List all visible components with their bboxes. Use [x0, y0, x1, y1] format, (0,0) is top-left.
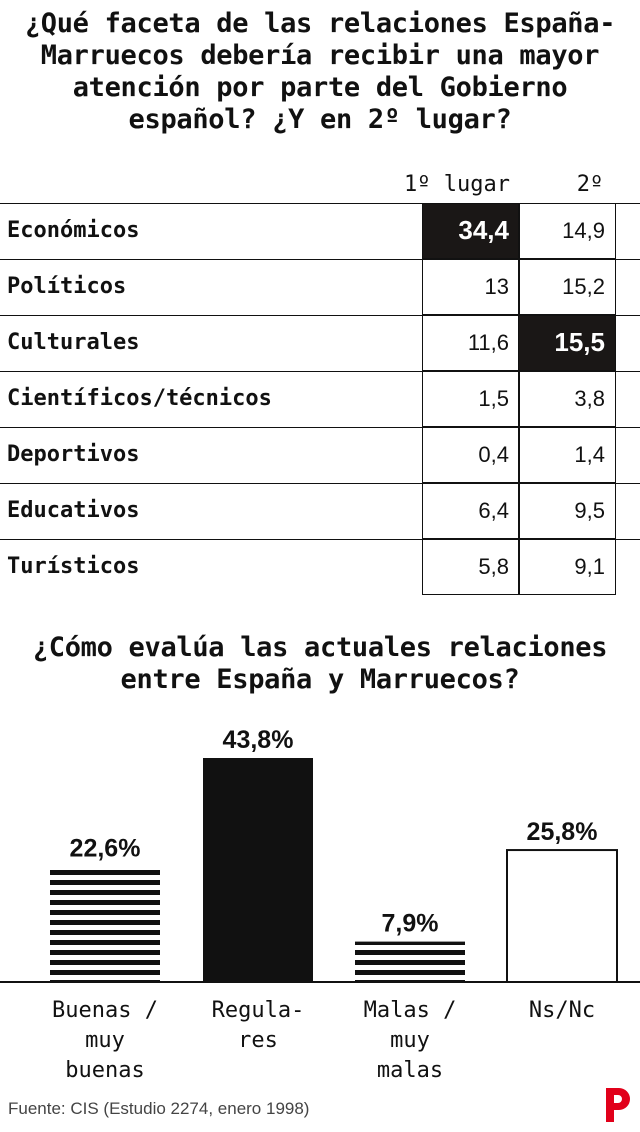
- cell-second-place: 1,4: [518, 427, 616, 483]
- cell-first-place: 0,4: [422, 427, 520, 483]
- table-title: ¿Qué faceta de las relaciones España-Mar…: [24, 8, 616, 135]
- category-label-line: muy: [390, 1028, 430, 1053]
- bar-1: [50, 866, 160, 982]
- category-label-line: res: [238, 1028, 278, 1053]
- cell-second-place: 15,2: [518, 259, 616, 315]
- row-label: Científicos/técnicos: [7, 386, 272, 411]
- category-label-line: Ns/Nc: [528, 998, 596, 1023]
- category-label-line: muy: [85, 1028, 125, 1053]
- category-label-line: Regula-: [211, 998, 305, 1023]
- category-label-line: buenas: [65, 1058, 145, 1083]
- cell-first-place: 6,4: [422, 483, 520, 539]
- category-label-line: Buenas /: [52, 998, 158, 1023]
- row-label: Culturales: [7, 330, 140, 355]
- bar-value-label: 7,9%: [382, 910, 439, 938]
- bar-value-label: 22,6%: [70, 834, 141, 862]
- category-label: Regula-res: [183, 996, 333, 1056]
- category-label: Ns/Nc: [487, 996, 637, 1026]
- bar-3: [355, 941, 465, 982]
- row-label: Deportivos: [7, 442, 140, 467]
- p-logo-icon: [606, 1088, 630, 1122]
- row-divider: [0, 371, 640, 372]
- bar-2: [203, 758, 313, 982]
- cell-first-place: 1,5: [422, 371, 520, 427]
- row-divider: [0, 203, 640, 204]
- row-divider: [0, 315, 640, 316]
- bar-value-label: 25,8%: [527, 818, 598, 846]
- chart-title: ¿Cómo evalúa las actuales relaciones ent…: [32, 632, 608, 695]
- column-header-second: 2º: [576, 172, 604, 197]
- row-label: Turísticos: [7, 554, 140, 579]
- row-divider: [0, 427, 640, 428]
- bar-value-label: 43,8%: [223, 726, 294, 754]
- cell-second-place: 15,5: [518, 315, 616, 371]
- cell-first-place: 11,6: [422, 315, 520, 371]
- cell-second-place: 9,5: [518, 483, 616, 539]
- column-header-first: 1º lugar: [404, 172, 510, 197]
- row-label: Políticos: [7, 274, 127, 299]
- category-label-line: malas: [376, 1058, 444, 1083]
- category-label: Buenas / muy buenas: [30, 996, 180, 1086]
- cell-second-place: 9,1: [518, 539, 616, 595]
- row-divider: [0, 539, 640, 540]
- cell-first-place: 5,8: [422, 539, 520, 595]
- row-label: Económicos: [7, 218, 140, 243]
- row-divider: [0, 483, 640, 484]
- source-note: Fuente: CIS (Estudio 2274, enero 1998): [8, 1099, 310, 1118]
- cell-first-place: 34,4: [422, 203, 520, 259]
- cell-first-place: 13: [422, 259, 520, 315]
- category-label-line: Malas /: [363, 998, 457, 1023]
- row-divider: [0, 259, 640, 260]
- row-label: Educativos: [7, 498, 140, 523]
- category-label: Malas / muy malas: [335, 996, 485, 1086]
- bar-chart: 22,6% 43,8% 7,9% 25,8%: [0, 726, 640, 983]
- cell-second-place: 14,9: [518, 203, 616, 259]
- cell-second-place: 3,8: [518, 371, 616, 427]
- bar-4: [506, 849, 618, 983]
